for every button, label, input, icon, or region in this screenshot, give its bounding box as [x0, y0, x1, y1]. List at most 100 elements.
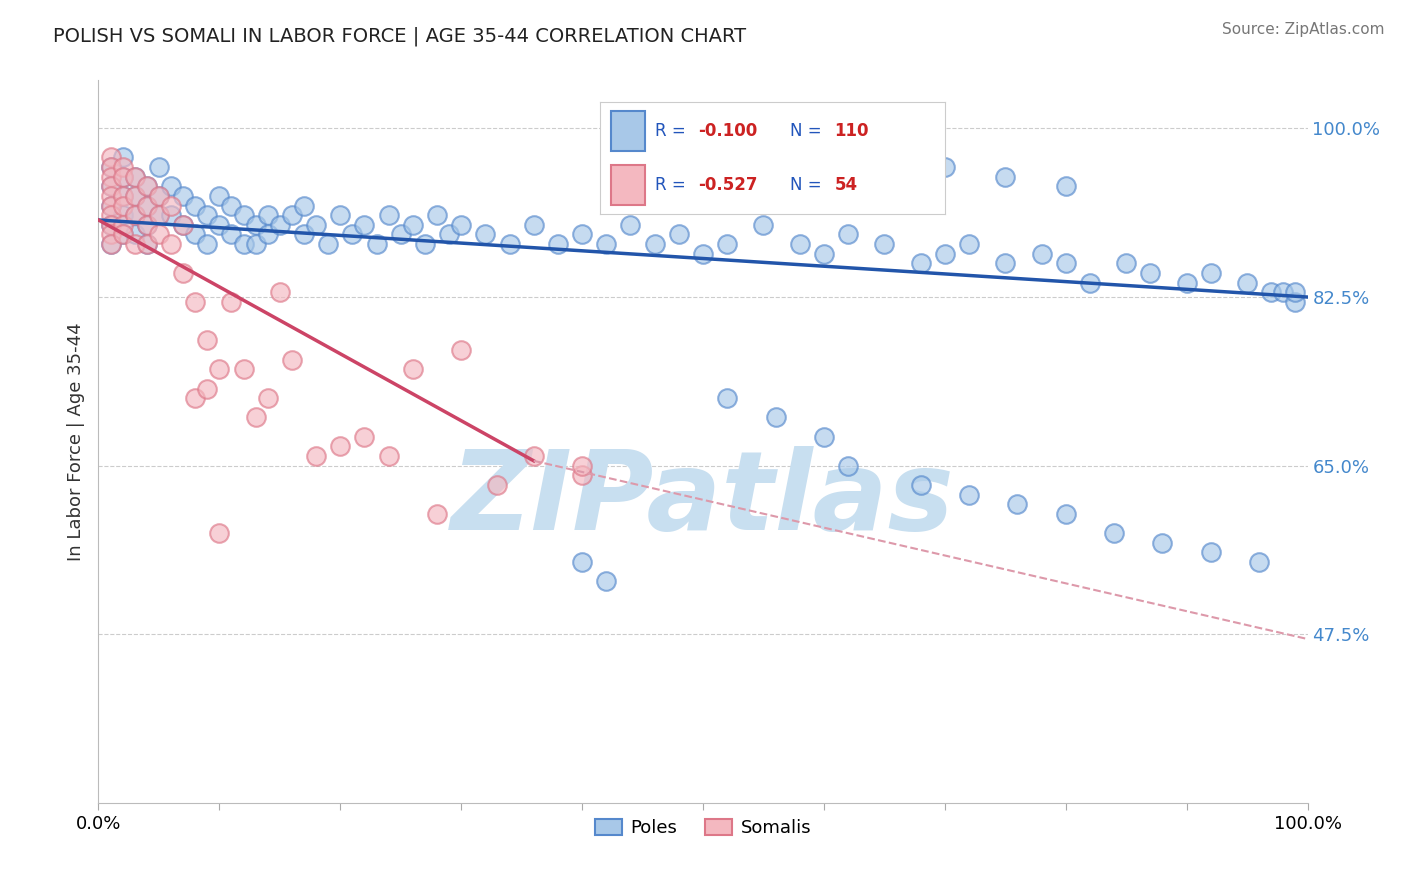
Point — [644, 237, 666, 252]
Point — [100, 237, 122, 252]
Point — [160, 208, 183, 222]
Point — [245, 410, 267, 425]
Point — [184, 294, 207, 309]
Text: ZIPatlas: ZIPatlas — [451, 446, 955, 553]
Point — [208, 189, 231, 203]
Legend: Poles, Somalis: Poles, Somalis — [588, 812, 818, 845]
Point — [957, 237, 980, 252]
Point — [873, 237, 896, 252]
Point — [305, 449, 328, 463]
Point — [195, 382, 218, 396]
Point — [184, 227, 207, 242]
Point — [474, 227, 496, 242]
Point — [111, 169, 134, 184]
Point — [571, 555, 593, 569]
Point — [437, 227, 460, 242]
Point — [208, 526, 231, 541]
Point — [111, 189, 134, 203]
Point — [256, 208, 278, 222]
Point — [813, 150, 835, 164]
Point — [1199, 266, 1222, 280]
Point — [111, 189, 134, 203]
Point — [426, 507, 449, 521]
Point — [789, 237, 811, 252]
Point — [111, 208, 134, 222]
Point — [631, 131, 654, 145]
Point — [195, 237, 218, 252]
Point — [450, 343, 472, 357]
Point — [1175, 276, 1198, 290]
Point — [994, 169, 1017, 184]
Point — [135, 179, 157, 194]
Point — [160, 198, 183, 212]
Point — [124, 169, 146, 184]
Point — [100, 218, 122, 232]
Point — [172, 218, 194, 232]
Point — [934, 160, 956, 174]
Point — [135, 218, 157, 232]
Point — [269, 285, 291, 300]
Point — [135, 198, 157, 212]
Point — [160, 179, 183, 194]
Point — [1139, 266, 1161, 280]
Point — [160, 237, 183, 252]
Point — [135, 237, 157, 252]
Point — [100, 179, 122, 194]
Point — [402, 362, 425, 376]
Y-axis label: In Labor Force | Age 35-44: In Labor Force | Age 35-44 — [66, 322, 84, 561]
Point — [100, 237, 122, 252]
Point — [486, 478, 509, 492]
Point — [124, 189, 146, 203]
Point — [100, 189, 122, 203]
Point — [873, 150, 896, 164]
Point — [111, 150, 134, 164]
Point — [100, 179, 122, 194]
Point — [124, 208, 146, 222]
Point — [172, 218, 194, 232]
Point — [148, 208, 170, 222]
Point — [124, 237, 146, 252]
Text: Source: ZipAtlas.com: Source: ZipAtlas.com — [1222, 22, 1385, 37]
Point — [111, 227, 134, 242]
Point — [994, 256, 1017, 270]
Point — [195, 334, 218, 348]
Point — [413, 237, 436, 252]
Point — [752, 160, 775, 174]
Point — [752, 218, 775, 232]
Point — [1236, 276, 1258, 290]
Point — [957, 487, 980, 501]
Point — [934, 246, 956, 260]
Point — [269, 218, 291, 232]
Point — [316, 237, 339, 252]
Point — [245, 218, 267, 232]
Point — [281, 352, 304, 367]
Point — [111, 198, 134, 212]
Point — [292, 227, 315, 242]
Point — [208, 362, 231, 376]
Point — [245, 237, 267, 252]
Point — [571, 468, 593, 483]
Point — [1007, 497, 1029, 511]
Point — [184, 391, 207, 405]
Point — [100, 160, 122, 174]
Point — [910, 256, 932, 270]
Point — [148, 208, 170, 222]
Point — [837, 227, 859, 242]
Point — [1199, 545, 1222, 559]
Point — [148, 160, 170, 174]
Point — [256, 227, 278, 242]
Point — [135, 218, 157, 232]
Point — [571, 458, 593, 473]
Point — [100, 218, 122, 232]
Point — [232, 362, 254, 376]
Point — [523, 449, 546, 463]
Point — [124, 189, 146, 203]
Point — [100, 198, 122, 212]
Point — [148, 189, 170, 203]
Point — [135, 179, 157, 194]
Point — [100, 150, 122, 164]
Point — [1054, 179, 1077, 194]
Point — [111, 227, 134, 242]
Point — [221, 227, 243, 242]
Point — [184, 198, 207, 212]
